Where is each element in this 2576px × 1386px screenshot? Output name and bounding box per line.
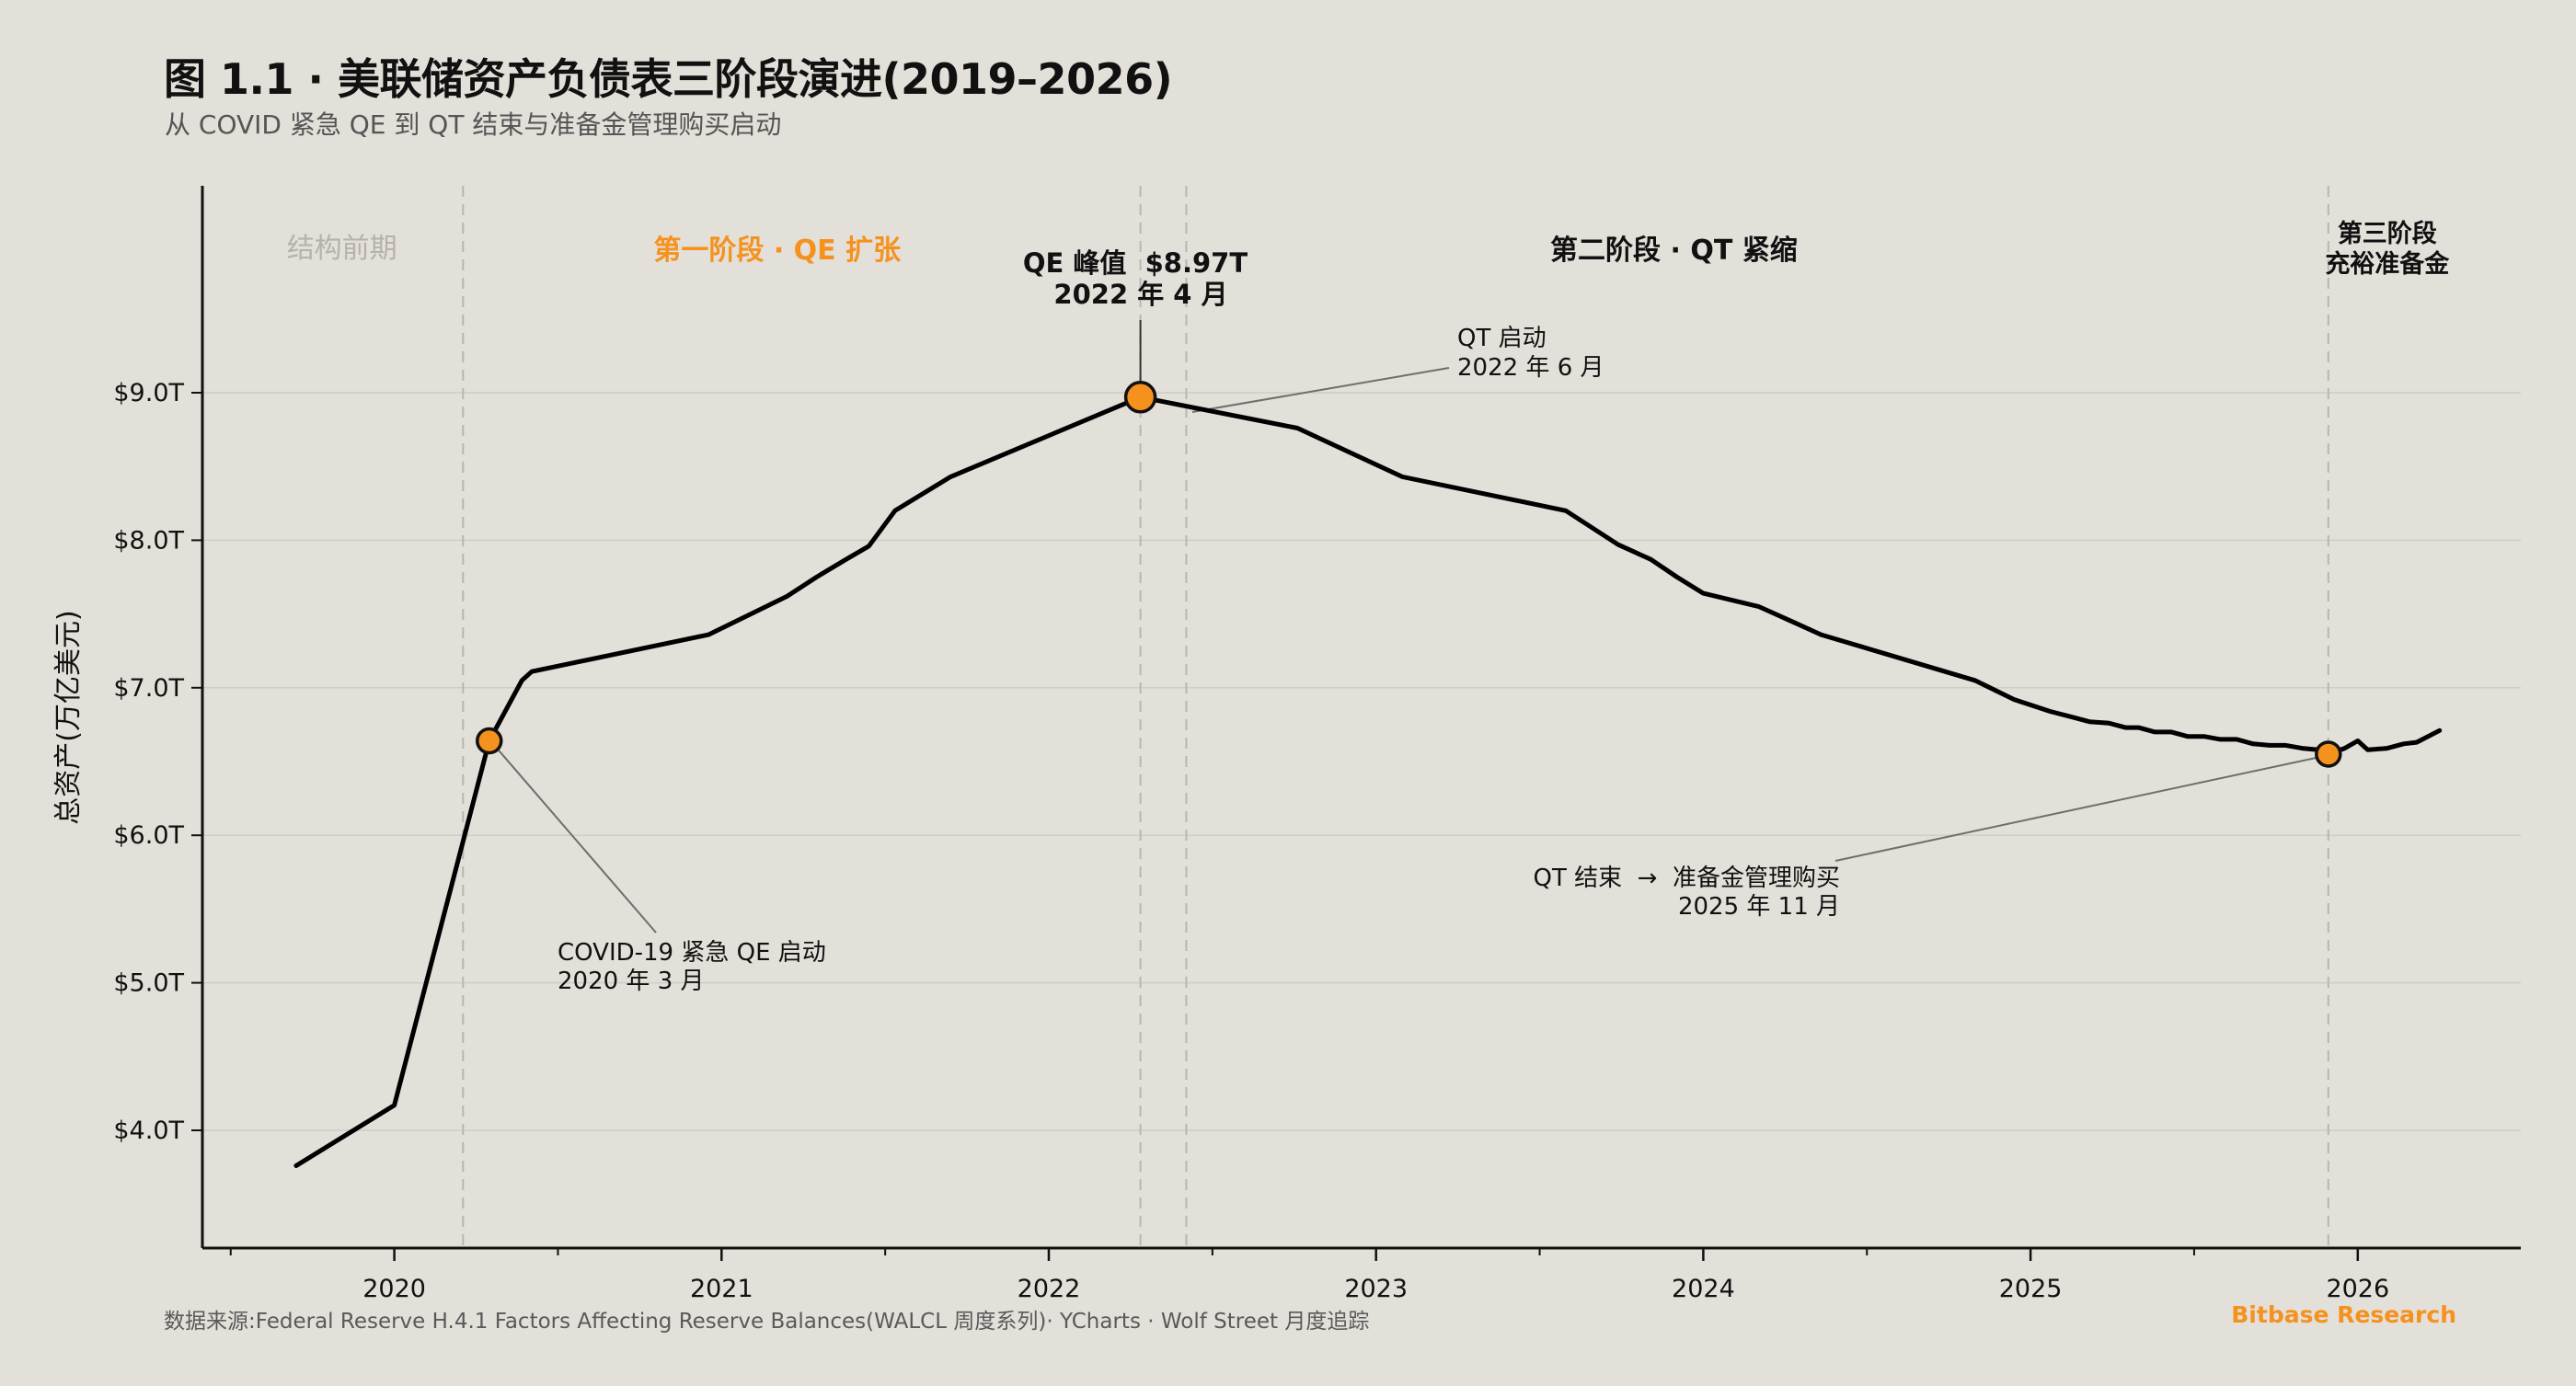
annotation-text-layer: 结构前期 第一阶段 · QE 扩张 第二阶段 · QT 紧缩 第三阶段 充裕准备…	[52, 219, 2450, 995]
annotation-qt-end-title: QT 结束 → 准备金管理购买	[1534, 865, 1840, 892]
annotation-leaders	[491, 320, 2325, 934]
y-tick-label: $9.0T	[113, 379, 184, 407]
chart-subtitle: 从 COVID 紧急 QE 到 QT 结束与准备金管理购买启动	[165, 109, 782, 140]
y-tick-label: $5.0T	[113, 969, 184, 998]
grid-lines	[202, 392, 2521, 1131]
x-tick-label: 2021	[690, 1275, 753, 1303]
axes: $4.0T $5.0T $6.0T $7.0T $8.0T $9.0T 2020 2021 20…	[113, 186, 2521, 1303]
phase-label-pre: 结构前期	[287, 233, 397, 265]
annotation-peak-title: QE 峰值 $8.97T	[1023, 247, 1248, 279]
phase-label-qt: 第二阶段 · QT 紧缩	[1550, 235, 1798, 267]
y-tick-label: $7.0T	[113, 674, 184, 703]
y-tick-label: $8.0T	[113, 526, 184, 555]
leader-line-qt-end	[1834, 755, 2325, 862]
marker-layer	[476, 381, 2342, 768]
phase-label-qe: 第一阶段 · QE 扩张	[653, 235, 901, 267]
data-source-note: 数据来源:Federal Reserve H.4.1 Factors Affec…	[164, 1310, 1370, 1334]
chart-title: 图 1.1 · 美联储资产负债表三阶段演进(2019–2026)	[164, 54, 1173, 104]
x-tick-label: 2024	[1672, 1275, 1735, 1303]
marker-peak	[1123, 381, 1157, 414]
leader-line-covid	[491, 742, 657, 934]
annotation-qt-end-date: 2025 年 11 月	[1678, 893, 1840, 921]
annotation-covid-title: COVID-19 紧急 QE 启动	[558, 939, 826, 967]
y-axis-label: 总资产(万亿美元)	[52, 610, 85, 824]
series-layer	[293, 395, 2443, 1168]
x-tick-label: 2025	[1999, 1275, 2063, 1303]
leader-line-qt-start	[1191, 367, 1450, 413]
y-tick-label: $6.0T	[113, 821, 184, 850]
marker-qt-end	[2315, 740, 2342, 768]
x-tick-label: 2022	[1018, 1275, 1081, 1303]
x-tick-label: 2026	[2326, 1275, 2389, 1303]
phase-dividers	[462, 186, 2329, 1248]
marker-covid	[476, 727, 503, 755]
annotation-peak-date: 2022 年 4 月	[1053, 279, 1227, 310]
phase-label-ample-line2: 充裕准备金	[2325, 249, 2450, 279]
x-tick-label: 2023	[1344, 1275, 1408, 1303]
x-tick-label: 2020	[362, 1275, 426, 1303]
y-tick-label: $4.0T	[113, 1117, 184, 1145]
annotation-qt-start-date: 2022 年 6 月	[1457, 354, 1604, 382]
brand-label: Bitbase Research	[2231, 1301, 2456, 1328]
phase-label-ample-line1: 第三阶段	[2338, 219, 2437, 248]
annotation-covid-date: 2020 年 3 月	[558, 968, 705, 995]
series-line-total-assets	[293, 395, 2443, 1168]
annotation-qt-start-title: QT 启动	[1457, 325, 1547, 352]
